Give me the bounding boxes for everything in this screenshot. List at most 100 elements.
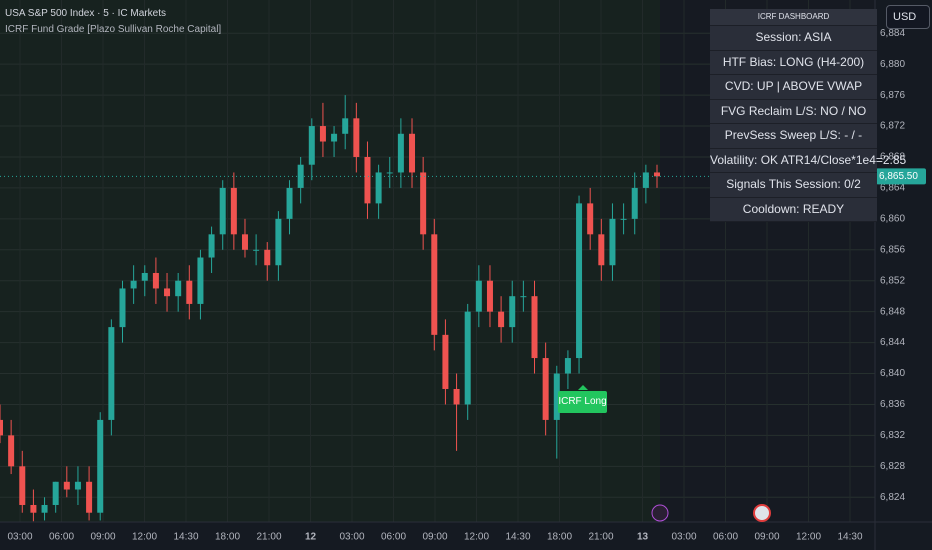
y-tick-label: 6,860 xyxy=(880,213,905,224)
candle-body xyxy=(520,296,527,298)
candle-body xyxy=(409,133,416,173)
y-tick-label: 6,832 xyxy=(880,430,905,441)
candle-body xyxy=(420,172,427,235)
candle-body xyxy=(486,280,493,312)
candle-body xyxy=(186,280,193,304)
y-tick-label: 6,836 xyxy=(880,399,905,410)
candle-body xyxy=(164,288,171,297)
dashboard-row: FVG Reclaim L/S: NO / NO xyxy=(710,99,877,124)
currency-button[interactable]: USD xyxy=(886,5,930,29)
y-tick-label: 6,876 xyxy=(880,90,905,101)
candle-body xyxy=(576,203,583,359)
candle-body xyxy=(152,272,159,289)
x-tick-label: 03:00 xyxy=(671,532,696,543)
indicator-title: ICRF Fund Grade [Plazo Sullivan Roche Ca… xyxy=(5,24,222,35)
x-tick-label: 09:00 xyxy=(90,532,115,543)
dashboard-row: HTF Bias: LONG (H4-200) xyxy=(710,50,877,75)
symbol-title: USA S&P 500 Index · 5 · IC Markets xyxy=(5,8,166,19)
candle-body xyxy=(63,481,70,490)
candle-body xyxy=(453,388,460,405)
dashboard-row: Session: ASIA xyxy=(710,26,877,51)
candle-body xyxy=(464,311,471,405)
candle-body xyxy=(41,504,48,513)
y-tick-label: 6,828 xyxy=(880,461,905,472)
x-tick-label: 03:00 xyxy=(339,532,364,543)
candle-body xyxy=(609,218,616,266)
dashboard-row: PrevSess Sweep L/S: - / - xyxy=(710,124,877,149)
candle-body xyxy=(654,172,660,177)
dashboard-title: ICRF DASHBOARD xyxy=(710,9,877,26)
x-tick-label: 18:00 xyxy=(215,532,240,543)
y-tick-label: 6,884 xyxy=(880,28,905,39)
candle-body xyxy=(498,311,505,328)
candle-body xyxy=(230,187,237,235)
x-tick-label: 14:30 xyxy=(173,532,198,543)
x-tick-label: 12:00 xyxy=(796,532,821,543)
x-tick-label: 06:00 xyxy=(49,532,74,543)
x-tick-label: 12:00 xyxy=(132,532,157,543)
dashboard-row: Cooldown: READY xyxy=(710,197,877,222)
candle-body xyxy=(119,288,126,328)
candle-body xyxy=(342,118,349,134)
candle-body xyxy=(97,419,104,513)
candle-body xyxy=(353,118,360,157)
candle-body xyxy=(642,172,649,188)
y-tick-label: 6,868 xyxy=(880,152,905,163)
x-tick-label: 06:00 xyxy=(713,532,738,543)
candle-body xyxy=(30,504,37,513)
candle-body xyxy=(620,218,627,220)
candle-body xyxy=(531,296,538,359)
candle-body xyxy=(319,126,326,142)
candle-body xyxy=(219,187,226,235)
candle-body xyxy=(375,172,382,204)
dashboard: ICRF DASHBOARD Session: ASIA HTF Bias: LO… xyxy=(710,9,906,222)
y-tick-label: 6,824 xyxy=(880,492,905,503)
price-tag-label: 6,865.50 xyxy=(879,171,918,182)
candle-body xyxy=(74,481,81,490)
candle-body xyxy=(86,481,93,513)
candle-body xyxy=(553,373,560,420)
x-tick-label: 21:00 xyxy=(588,532,613,543)
x-tick-label: 14:30 xyxy=(837,532,862,543)
candle-body xyxy=(598,234,605,266)
x-tick-label: 12:00 xyxy=(464,532,489,543)
candle-body xyxy=(264,249,271,266)
x-tick-label: 18:00 xyxy=(547,532,572,543)
y-tick-label: 6,848 xyxy=(880,306,905,317)
y-tick-label: 6,864 xyxy=(880,183,905,194)
candle-body xyxy=(431,234,438,335)
candle-body xyxy=(208,234,215,258)
candle-body xyxy=(442,334,449,389)
x-tick-label: 21:00 xyxy=(256,532,281,543)
candle-body xyxy=(331,133,338,142)
dashboard-row: Signals This Session: 0/2 xyxy=(710,173,877,198)
candle-body xyxy=(542,358,549,420)
event-icon[interactable] xyxy=(651,504,669,522)
candle-body xyxy=(52,481,59,505)
candle-body xyxy=(286,187,293,219)
x-tick-label: 03:00 xyxy=(7,532,32,543)
candle-body xyxy=(509,296,516,328)
candle-body xyxy=(386,172,393,174)
candle-body xyxy=(253,249,260,251)
x-tick-label: 12 xyxy=(305,532,317,543)
dashboard-row: CVD: UP | ABOVE VWAP xyxy=(710,75,877,100)
event-icon[interactable] xyxy=(753,504,771,522)
y-tick-label: 6,872 xyxy=(880,121,905,132)
y-tick-label: 6,852 xyxy=(880,275,905,286)
candle-body xyxy=(275,218,282,266)
candle-body xyxy=(397,133,404,173)
candle-body xyxy=(8,435,15,467)
candle-body xyxy=(175,280,182,297)
candle-body xyxy=(631,187,638,219)
x-tick-label: 09:00 xyxy=(422,532,447,543)
candle-body xyxy=(475,280,482,312)
y-tick-label: 6,840 xyxy=(880,368,905,379)
candle-body xyxy=(197,257,204,304)
candle-body xyxy=(130,280,137,289)
x-tick-label: 14:30 xyxy=(505,532,530,543)
x-tick-label: 06:00 xyxy=(381,532,406,543)
y-tick-label: 6,844 xyxy=(880,337,905,348)
candle-body xyxy=(241,234,248,250)
